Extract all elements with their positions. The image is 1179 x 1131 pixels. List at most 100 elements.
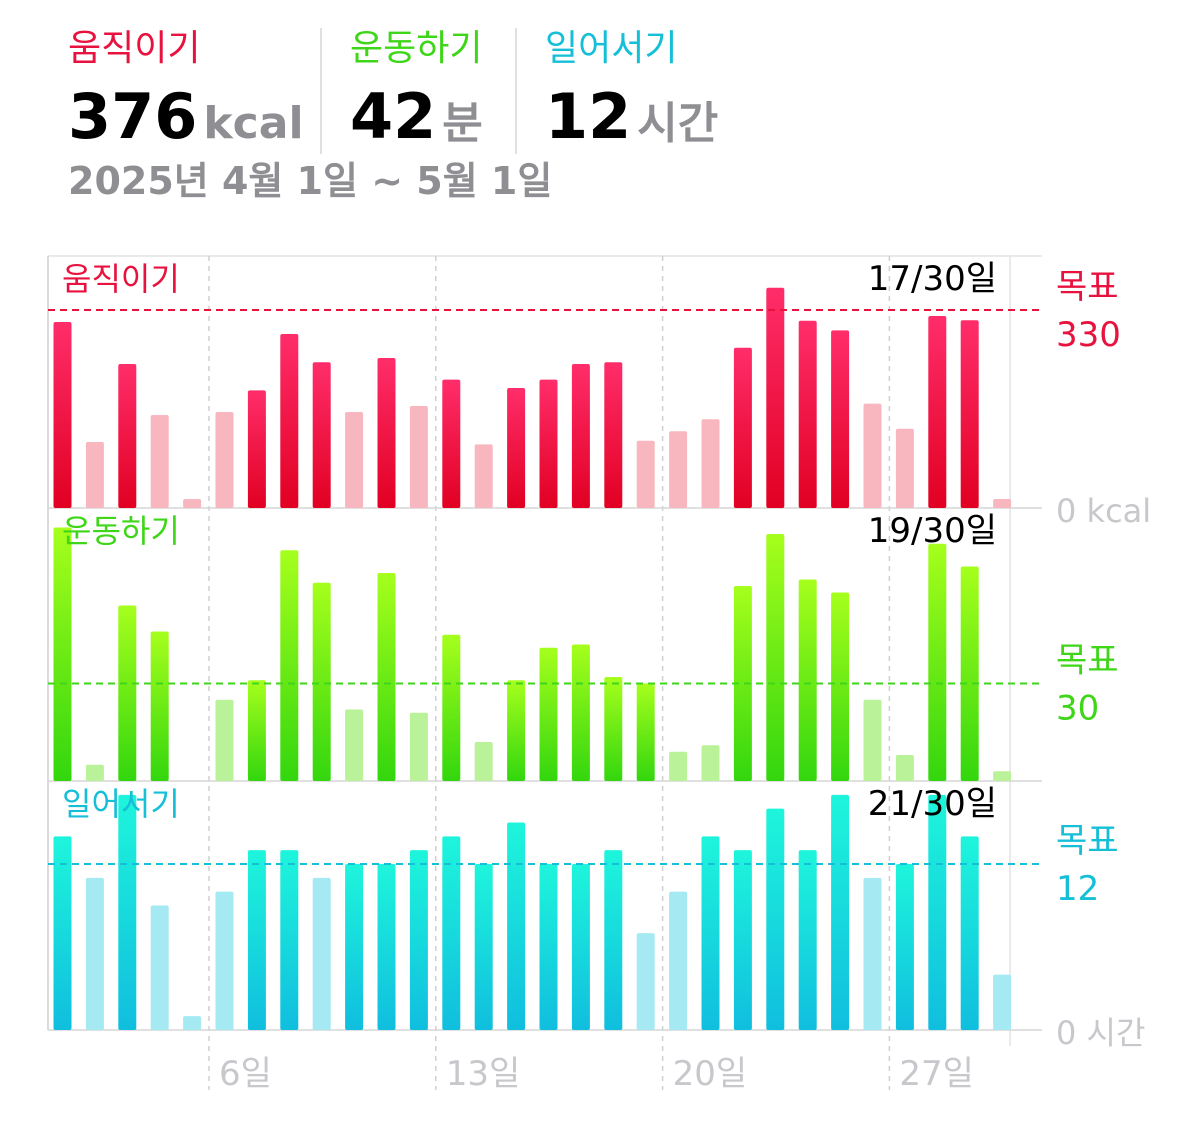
- stand-summary-unit: 시간: [637, 98, 719, 149]
- stand-summary: 일어서기 12 시간: [545, 24, 718, 168]
- move-bar: [507, 388, 526, 508]
- exercise-bar: [636, 683, 655, 781]
- stand-panel-title: 일어서기: [62, 785, 180, 823]
- move-goal-value: 330: [1056, 315, 1121, 355]
- move-zero-label: 0 kcal: [1056, 492, 1151, 530]
- exercise-summary: 운동하기 42 분: [350, 24, 483, 168]
- move-summary-unit: kcal: [203, 98, 304, 149]
- exercise-bar: [539, 647, 558, 781]
- exercise-bar: [928, 543, 947, 781]
- move-bar: [442, 379, 461, 508]
- stand-goal-value: 12: [1056, 869, 1099, 909]
- move-bar: [701, 419, 720, 508]
- move-summary: 움직이기 376 kcal: [68, 24, 304, 168]
- move-bar: [539, 379, 558, 508]
- stand-bar: [636, 933, 655, 1030]
- stand-bar: [312, 877, 331, 1030]
- stand-bar: [993, 974, 1012, 1030]
- x-tick-label: 6일: [219, 1054, 272, 1094]
- move-goal-label: 목표: [1056, 267, 1119, 307]
- stand-bar: [928, 794, 947, 1030]
- move-bar: [409, 406, 428, 508]
- stand-bar: [733, 850, 752, 1030]
- exercise-bar: [831, 592, 850, 781]
- exercise-bar: [345, 709, 364, 781]
- move-bar: [474, 444, 493, 508]
- move-bar: [636, 440, 655, 508]
- exercise-bar: [53, 527, 72, 781]
- stand-bar: [150, 905, 169, 1030]
- summary-divider: [515, 28, 517, 154]
- stand-bar: [669, 891, 688, 1030]
- exercise-bar: [571, 644, 590, 781]
- exercise-panel-title: 운동하기: [62, 512, 180, 550]
- stand-bar: [895, 864, 914, 1030]
- stand-bar: [766, 808, 785, 1030]
- stand-bar: [280, 850, 299, 1030]
- move-bar: [863, 403, 882, 508]
- exercise-goal-label: 목표: [1056, 641, 1119, 681]
- exercise-bar: [507, 680, 526, 781]
- stand-bar: [798, 850, 817, 1030]
- stand-summary-value: 12: [545, 80, 632, 153]
- exercise-bar: [442, 634, 461, 781]
- stand-bar: [474, 864, 493, 1030]
- stand-bar: [53, 836, 72, 1030]
- exercise-bar: [409, 712, 428, 781]
- move-bar: [280, 334, 299, 508]
- move-bar: [571, 364, 590, 508]
- move-bar: [831, 330, 850, 508]
- move-bar: [960, 320, 979, 508]
- stand-bar: [345, 864, 364, 1030]
- move-bar: [247, 390, 266, 508]
- x-tick-label: 27일: [899, 1054, 974, 1094]
- move-bar: [733, 347, 752, 508]
- exercise-bar: [960, 566, 979, 781]
- exercise-bar: [280, 550, 299, 781]
- move-bar: [85, 442, 104, 508]
- move-bar: [345, 412, 364, 508]
- exercise-bar: [895, 755, 914, 781]
- exercise-bar: [215, 699, 234, 781]
- stand-bar: [377, 864, 396, 1030]
- move-bar: [604, 362, 623, 508]
- stand-bar: [85, 877, 104, 1030]
- date-range: 2025년 4월 1일 ~ 5월 1일: [68, 159, 553, 203]
- move-bar: [118, 364, 137, 508]
- stand-zero-label: 0 시간: [1056, 1014, 1145, 1052]
- exercise-bar: [993, 771, 1012, 781]
- exercise-bar: [377, 573, 396, 781]
- stand-bar: [863, 877, 882, 1030]
- exercise-bar: [312, 582, 331, 781]
- move-bar: [183, 499, 202, 508]
- exercise-bar: [798, 579, 817, 781]
- stand-bar: [507, 822, 526, 1030]
- move-bar: [798, 320, 817, 508]
- move-bar: [53, 322, 72, 508]
- move-bar: [150, 415, 169, 508]
- stand-bar: [442, 836, 461, 1030]
- stand-bar: [409, 850, 428, 1030]
- move-summary-label: 움직이기: [68, 28, 201, 69]
- stand-bar: [604, 850, 623, 1030]
- move-panel-title: 움직이기: [62, 260, 180, 298]
- activity-summary: 움직이기 376 kcal 운동하기 42 분 일어서기 12 시간 2025년 4월…: [0, 0, 1179, 230]
- stand-bar: [571, 864, 590, 1030]
- stand-bar: [960, 836, 979, 1030]
- move-bar: [766, 287, 785, 508]
- move-count-label: 17/30일: [868, 259, 997, 299]
- stand-bar: [118, 794, 137, 1030]
- stand-bar: [215, 891, 234, 1030]
- exercise-bar: [701, 745, 720, 781]
- exercise-bar: [669, 751, 688, 781]
- exercise-bar: [474, 742, 493, 781]
- stand-bar: [701, 836, 720, 1030]
- move-bar: [215, 412, 234, 508]
- x-tick-label: 20일: [673, 1054, 748, 1094]
- exercise-bar: [247, 680, 266, 781]
- stand-bar: [247, 850, 266, 1030]
- exercise-bar: [863, 699, 882, 781]
- stand-goal-label: 목표: [1056, 821, 1119, 861]
- stand-bar: [831, 794, 850, 1030]
